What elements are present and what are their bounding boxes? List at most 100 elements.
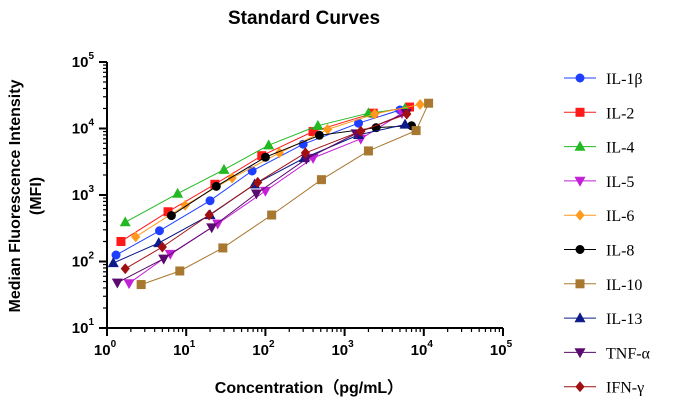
legend-marker xyxy=(575,381,585,393)
x-tick-label: 103 xyxy=(331,339,354,359)
data-point xyxy=(356,125,366,137)
legend: IL-1β IL-2 IL-4 IL-5 IL-6 IL-8 IL-10 IL-13 TNF-α… xyxy=(564,71,651,397)
legend-item: IL-13 xyxy=(564,311,642,328)
series-line xyxy=(171,125,412,217)
legend-item: IFN-γ xyxy=(564,380,644,397)
legend-label: TNF-α xyxy=(606,345,651,362)
legend-marker xyxy=(574,176,586,187)
series-4 xyxy=(131,98,425,243)
series-9 xyxy=(120,108,412,275)
series-1 xyxy=(116,102,415,246)
legend-marker xyxy=(575,245,585,255)
legend-item: IL-1β xyxy=(564,71,643,88)
data-point xyxy=(175,266,185,276)
x-tick-label: 105 xyxy=(490,339,513,359)
legend-marker xyxy=(575,107,585,117)
data-point xyxy=(253,176,263,188)
legend-marker xyxy=(575,209,585,221)
chart-title: Standard Curves xyxy=(228,8,380,29)
data-point xyxy=(204,209,214,221)
x-tick-label: 102 xyxy=(252,339,275,359)
legend-marker xyxy=(574,140,586,151)
legend-item: TNF-α xyxy=(564,345,651,362)
data-point xyxy=(363,146,373,156)
data-point xyxy=(116,236,126,246)
data-point xyxy=(158,254,170,265)
data-point xyxy=(111,278,123,289)
x-axis-title: Concentration（pg/mL） xyxy=(215,379,403,397)
legend-item: IL-8 xyxy=(564,243,634,260)
data-point xyxy=(107,257,119,268)
data-point xyxy=(259,186,271,197)
y-axis-title-unit: (MFI) xyxy=(28,177,45,215)
series-0 xyxy=(111,105,405,260)
data-point xyxy=(312,119,324,130)
data-point xyxy=(111,250,121,260)
data-point xyxy=(227,172,237,184)
legend-marker xyxy=(574,348,586,359)
legend-label: IL-1β xyxy=(606,71,643,88)
data-point xyxy=(424,98,434,108)
data-point xyxy=(267,210,277,220)
data-point xyxy=(218,163,230,174)
data-point xyxy=(205,196,215,206)
legend-marker xyxy=(574,312,586,323)
legend-marker xyxy=(575,279,585,289)
legend-label: IFN-γ xyxy=(606,380,644,397)
data-point xyxy=(120,263,130,275)
data-point xyxy=(411,126,421,136)
data-point xyxy=(314,130,324,140)
data-point xyxy=(399,118,411,129)
legend-marker xyxy=(575,73,585,83)
legend-label: IL-13 xyxy=(606,311,642,328)
data-point xyxy=(316,175,326,185)
data-point xyxy=(131,231,141,243)
legend-label: IL-6 xyxy=(606,208,634,225)
data-point xyxy=(415,98,425,110)
data-point xyxy=(119,216,131,227)
legend-label: IL-8 xyxy=(606,243,634,260)
data-point xyxy=(211,181,221,191)
data-point xyxy=(123,279,135,290)
x-tick-label: 101 xyxy=(173,339,196,359)
data-point xyxy=(172,187,184,198)
legend-label: IL-10 xyxy=(606,277,642,294)
y-axis-title: Median Fluorescence Intensity xyxy=(7,79,24,312)
y-tick-label: 105 xyxy=(72,51,95,71)
legend-item: IL-2 xyxy=(564,105,634,122)
series-line xyxy=(125,108,406,223)
data-point xyxy=(402,108,412,120)
x-tick-label: 104 xyxy=(411,339,434,359)
series-8 xyxy=(111,109,412,289)
series-6 xyxy=(136,98,434,290)
legend-label: IL-5 xyxy=(606,174,634,191)
y-tick-label: 103 xyxy=(72,184,95,204)
legend-item: IL-5 xyxy=(564,174,634,191)
series-line xyxy=(141,102,430,286)
y-tick-label: 104 xyxy=(72,118,95,138)
data-point xyxy=(260,152,270,162)
data-point xyxy=(154,226,164,236)
data-point xyxy=(136,280,146,290)
y-tick-label: 102 xyxy=(72,251,95,271)
data-point xyxy=(250,189,262,200)
data-point xyxy=(263,139,275,150)
x-tick-label: 100 xyxy=(94,339,117,359)
data-point xyxy=(206,223,218,234)
legend-item: IL-6 xyxy=(564,208,634,225)
data-point xyxy=(218,243,228,253)
legend-label: IL-2 xyxy=(606,105,634,122)
legend-item: IL-4 xyxy=(564,140,634,157)
series-layer xyxy=(107,98,434,290)
data-point xyxy=(157,241,167,253)
series-3 xyxy=(123,109,408,290)
data-point xyxy=(300,147,310,159)
y-tick-label: 101 xyxy=(72,317,95,337)
legend-item: IL-10 xyxy=(564,277,642,294)
series-line xyxy=(120,106,410,242)
data-point xyxy=(247,166,257,176)
series-5 xyxy=(166,121,417,221)
legend-label: IL-4 xyxy=(606,140,634,157)
